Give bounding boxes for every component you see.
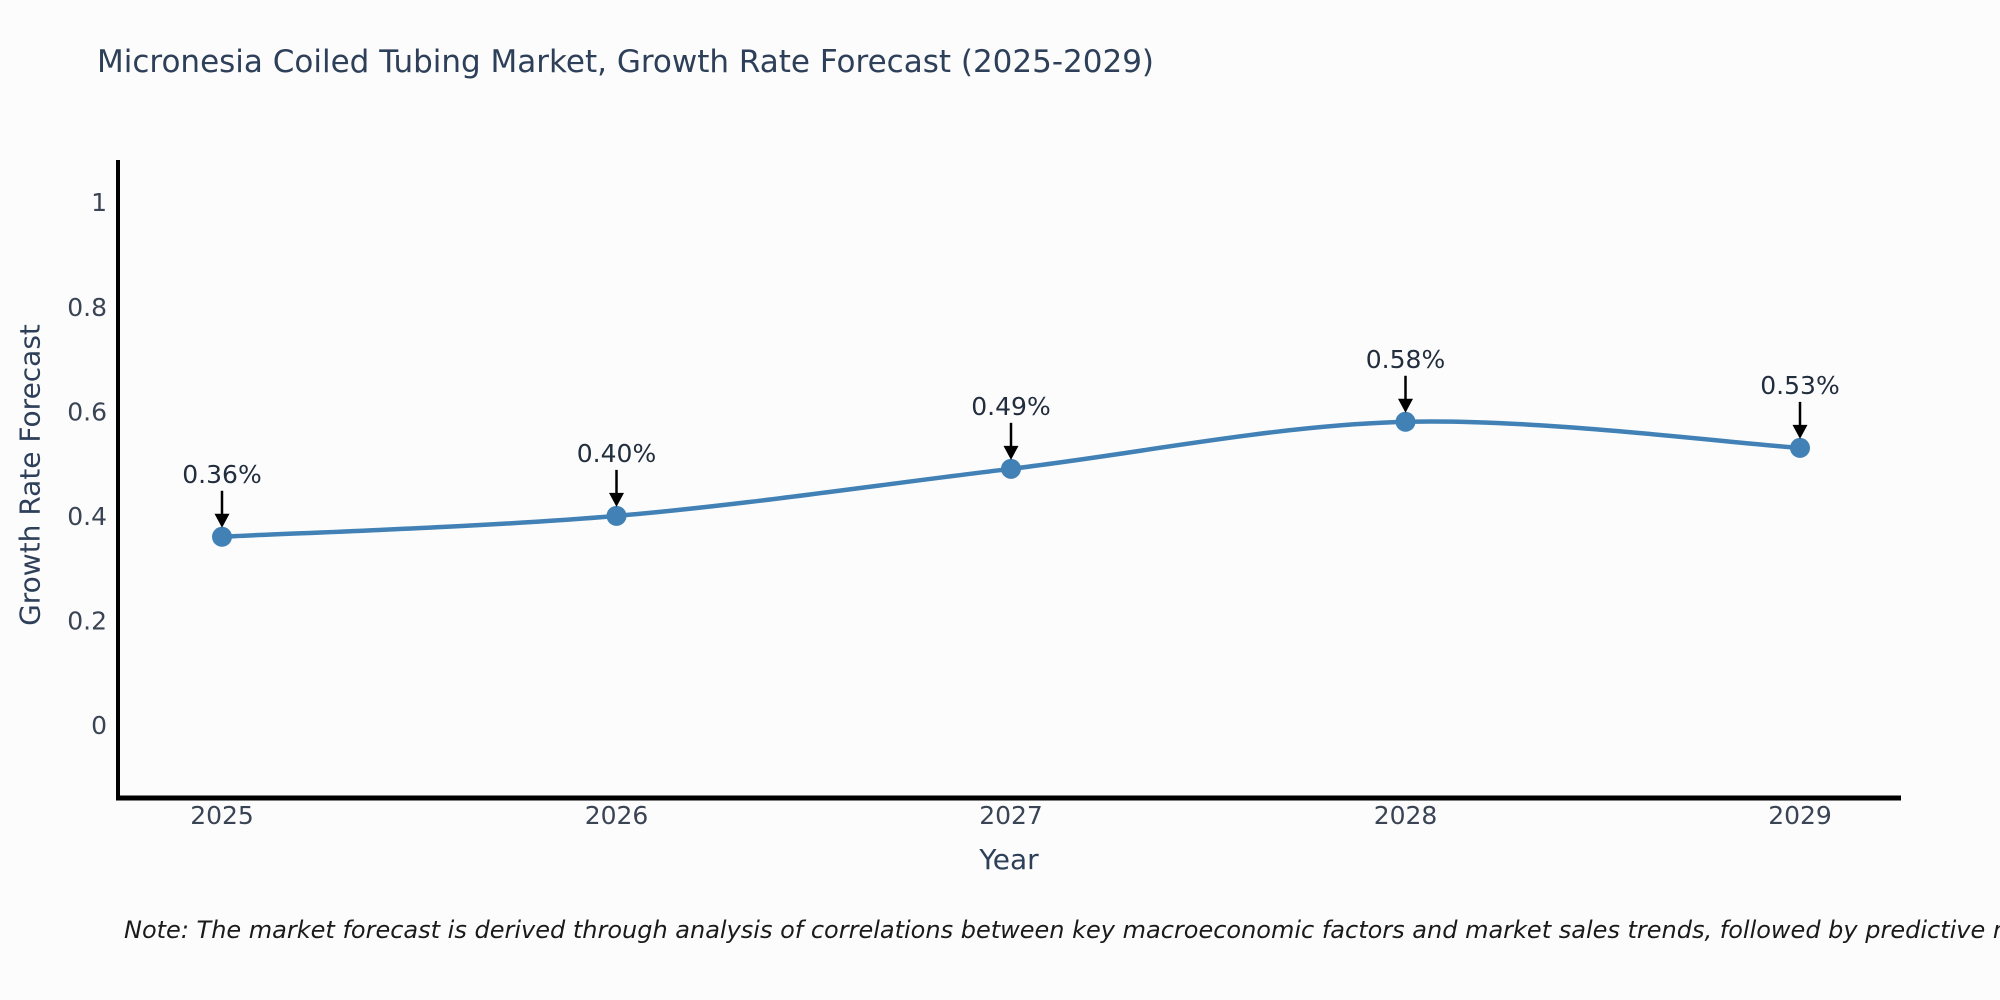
y-tick-label: 0 [91, 711, 107, 740]
annotation-arrow-head [1003, 445, 1019, 460]
x-tick-label: 2026 [585, 801, 649, 830]
data-point-marker [1395, 411, 1416, 432]
data-point-marker [1790, 437, 1810, 458]
annotation-arrow-head [214, 513, 230, 528]
x-axis-title: Year [979, 843, 1039, 876]
data-point-marker [1001, 458, 1021, 479]
x-tick-label: 2029 [1768, 801, 1832, 830]
annotation-arrow-head [609, 492, 624, 507]
x-tick-label: 2028 [1374, 801, 1438, 830]
y-tick-label: 0.6 [67, 397, 107, 426]
point-value-label: 0.58% [1366, 345, 1445, 374]
point-value-label: 0.36% [182, 460, 261, 489]
chart-title: Micronesia Coiled Tubing Market, Growth … [97, 44, 1155, 80]
point-value-label: 0.40% [577, 439, 656, 468]
x-tick-label: 2025 [190, 801, 254, 830]
y-tick-label: 0.8 [67, 293, 107, 322]
data-point-marker [606, 505, 627, 526]
point-value-label: 0.53% [1760, 371, 1839, 400]
point-value-label: 0.49% [971, 392, 1050, 421]
y-tick-label: 1 [91, 188, 107, 217]
x-tick-label: 2027 [979, 801, 1043, 830]
y-tick-label: 0.2 [67, 606, 107, 635]
annotation-arrow-head [1398, 398, 1413, 413]
annotation-arrow-head [1792, 424, 1808, 439]
y-tick-label: 0.4 [67, 502, 107, 531]
footnote: Note: The market forecast is derived thr… [124, 916, 2000, 944]
data-point-marker [212, 526, 232, 547]
